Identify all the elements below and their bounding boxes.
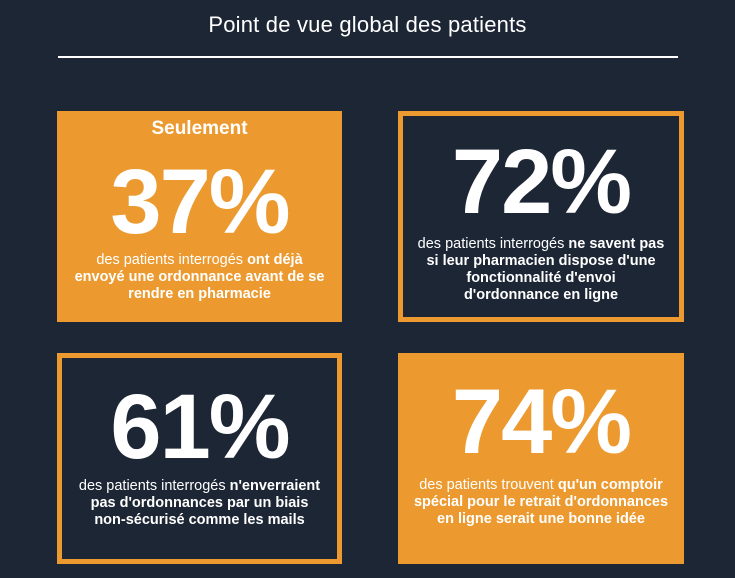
stat-description: des patients interrogés ont déjà envoyé … xyxy=(71,252,328,303)
stat-card-74: 74% des patients trouvent qu'un comptoir… xyxy=(398,353,684,564)
stat-description-plain: des patients interrogés xyxy=(96,252,248,268)
stat-prefix: Seulement xyxy=(151,118,248,139)
stat-description-plain: des patients interrogés xyxy=(78,478,230,494)
stat-description-bold: ont déjà envoyé une ordonnance avant de … xyxy=(74,252,325,302)
stat-description: des patients trouvent qu'un comptoir spé… xyxy=(412,477,670,528)
stat-description-plain: des patients trouvent xyxy=(419,477,558,493)
title-divider xyxy=(58,56,678,58)
stat-description-bold: qu'un comptoir spécial pour le retrait d… xyxy=(413,477,669,527)
stat-percent: 72% xyxy=(451,131,632,233)
stat-percent: 61% xyxy=(110,376,290,478)
stat-description: des patients interrogés n'enverraient pa… xyxy=(76,478,323,529)
stat-description: des patients interrogés ne savent pas si… xyxy=(417,236,665,304)
stat-card-61: 61% des patients interrogés n'enverraien… xyxy=(57,353,342,564)
stat-description-plain: des patients interrogés xyxy=(417,236,569,252)
stat-description-bold: ne savent pas si leur pharmacien dispose… xyxy=(426,236,665,303)
stat-card-72: 72% des patients interrogés ne savent pa… xyxy=(398,111,684,322)
stat-card-37: Seulement 37% des patients interrogés on… xyxy=(57,111,342,322)
stat-percent: 74% xyxy=(451,371,632,473)
page-title: Point de vue global des patients xyxy=(208,12,527,37)
stat-description-bold: n'enverraient pas d'ordonnances par un b… xyxy=(90,478,321,528)
stat-percent: 37% xyxy=(110,151,290,253)
